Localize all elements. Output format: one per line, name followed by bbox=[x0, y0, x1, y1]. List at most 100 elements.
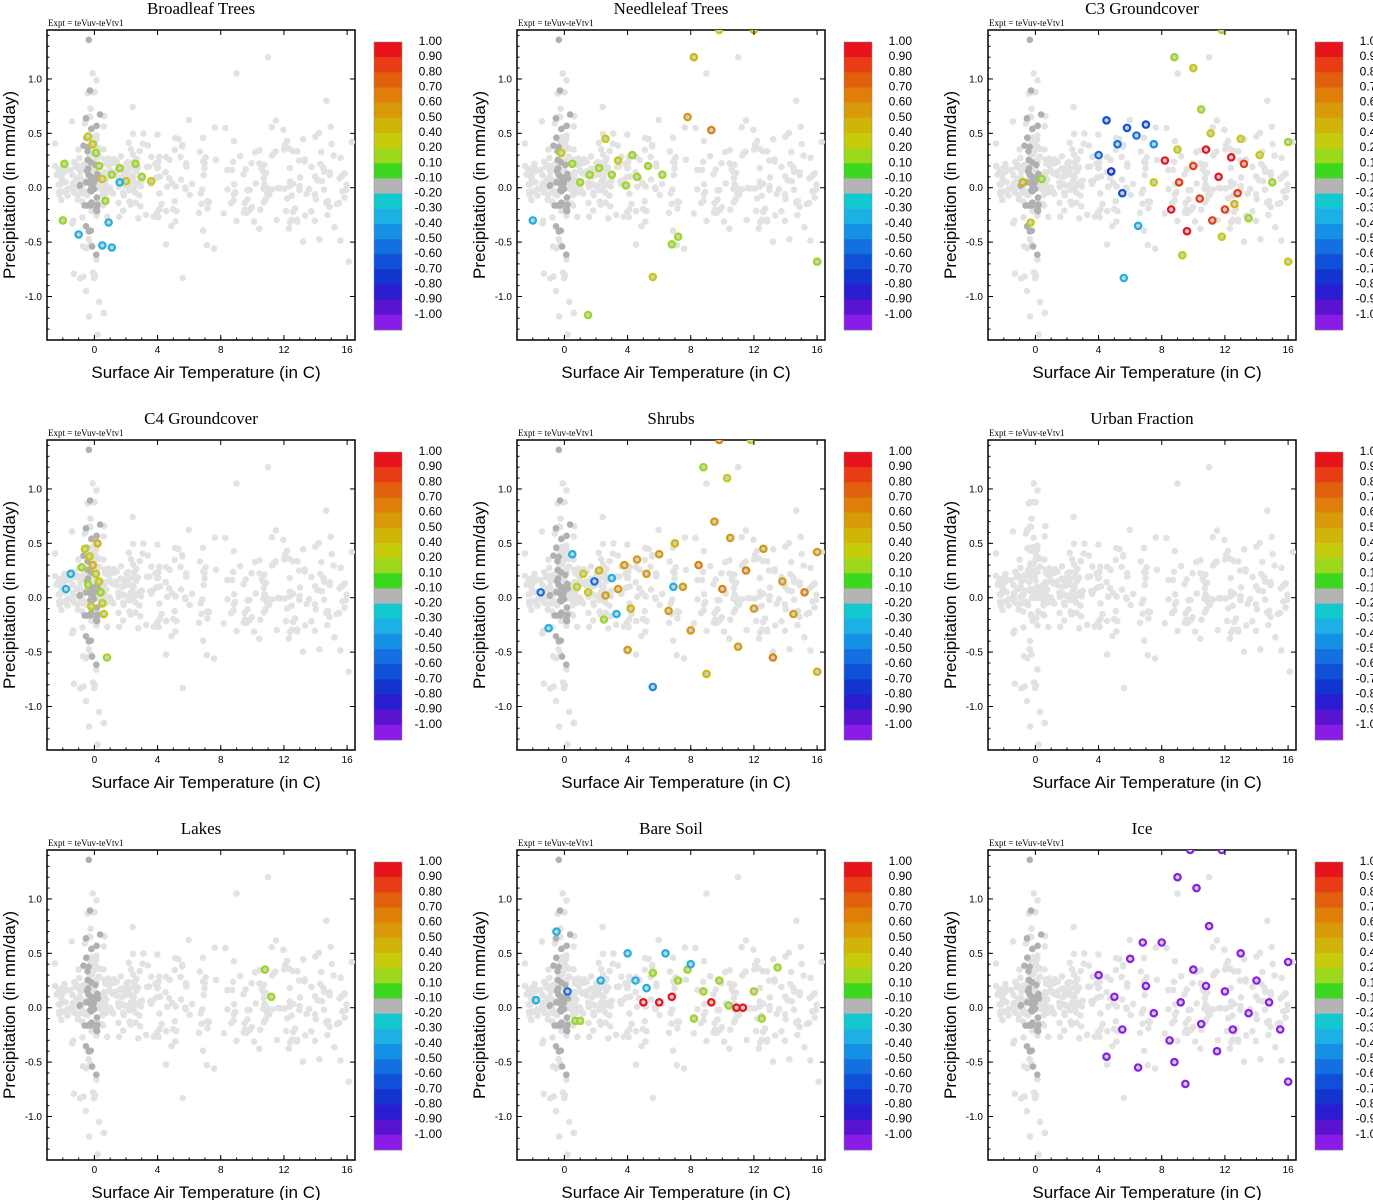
background-point bbox=[326, 581, 334, 589]
background-point bbox=[296, 174, 304, 181]
background-point bbox=[140, 540, 147, 547]
data-point bbox=[1208, 216, 1217, 225]
data-point bbox=[74, 230, 83, 239]
background-point bbox=[1204, 594, 1211, 601]
background-point bbox=[711, 199, 718, 207]
background-point bbox=[120, 601, 128, 609]
background-point bbox=[76, 1095, 84, 1102]
background-point bbox=[224, 986, 231, 994]
background-point bbox=[251, 968, 259, 976]
background-point bbox=[199, 134, 207, 142]
background-point bbox=[132, 189, 139, 196]
colorbar-label: 0.20 bbox=[889, 550, 913, 564]
background-point bbox=[590, 1011, 598, 1019]
colorbar-label: -0.80 bbox=[885, 277, 913, 291]
background-point bbox=[58, 576, 66, 584]
background-point bbox=[666, 558, 674, 565]
background-point bbox=[603, 565, 610, 573]
background-point bbox=[564, 1151, 571, 1158]
background-point bbox=[55, 188, 63, 196]
background-point bbox=[127, 966, 135, 973]
background-point bbox=[1124, 163, 1131, 170]
background-point bbox=[168, 1042, 175, 1050]
background-point bbox=[1078, 613, 1085, 620]
background-point bbox=[230, 181, 238, 188]
colorbar-swatch bbox=[844, 87, 872, 103]
sampled-point bbox=[83, 589, 90, 596]
background-point bbox=[264, 463, 272, 471]
colorbar-label: -0.70 bbox=[415, 1081, 443, 1095]
background-point bbox=[162, 168, 169, 176]
background-point bbox=[1286, 668, 1293, 675]
background-point bbox=[671, 165, 678, 172]
colorbar-swatch bbox=[1315, 497, 1343, 513]
background-point bbox=[1226, 225, 1234, 232]
colorbar-swatch bbox=[374, 892, 402, 908]
sampled-point bbox=[563, 942, 570, 950]
y-axis-label: Precipitation (in mm/day) bbox=[470, 91, 489, 279]
sampled-point bbox=[553, 544, 560, 551]
background-point bbox=[101, 1001, 109, 1009]
background-point bbox=[115, 1033, 123, 1041]
background-point bbox=[1070, 513, 1077, 521]
background-point bbox=[789, 574, 797, 581]
background-point bbox=[280, 946, 287, 954]
background-point bbox=[761, 1025, 769, 1032]
background-point bbox=[596, 581, 604, 588]
background-point bbox=[255, 225, 263, 232]
data-point bbox=[266, 992, 276, 1002]
background-point bbox=[142, 211, 150, 219]
background-point bbox=[732, 579, 740, 587]
background-point bbox=[680, 655, 688, 662]
colorbar-swatch bbox=[1315, 664, 1343, 680]
background-point bbox=[818, 958, 825, 966]
colorbar-swatch bbox=[1315, 527, 1343, 544]
background-point bbox=[1268, 123, 1275, 131]
background-point bbox=[1165, 596, 1172, 603]
data-point bbox=[1220, 205, 1230, 214]
background-point bbox=[540, 1090, 548, 1097]
background-point bbox=[320, 596, 328, 603]
background-point bbox=[312, 195, 320, 203]
background-point bbox=[752, 617, 760, 625]
background-point bbox=[299, 136, 307, 143]
background-point bbox=[1066, 139, 1074, 147]
data-point bbox=[648, 272, 658, 282]
colorbar-label: -1.00 bbox=[415, 717, 443, 731]
background-point bbox=[1284, 181, 1291, 188]
background-point bbox=[140, 130, 147, 137]
background-point bbox=[242, 986, 249, 993]
sampled-point bbox=[1026, 36, 1034, 44]
colorbar-swatch bbox=[374, 178, 402, 194]
colorbar-swatch bbox=[1315, 558, 1343, 574]
background-point bbox=[1074, 155, 1081, 163]
background-point bbox=[156, 206, 163, 213]
background-point bbox=[681, 124, 689, 131]
colorbar-frame bbox=[373, 41, 403, 331]
background-point bbox=[794, 211, 801, 219]
colorbar-swatch bbox=[1315, 208, 1343, 225]
background-point bbox=[790, 596, 798, 603]
background-point bbox=[655, 936, 662, 944]
data-point bbox=[667, 992, 677, 1002]
sampled-point bbox=[80, 552, 87, 559]
background-point bbox=[1193, 180, 1200, 187]
background-point bbox=[224, 576, 231, 584]
sampled-point bbox=[554, 967, 561, 975]
background-point bbox=[1112, 544, 1120, 552]
background-point bbox=[323, 507, 330, 514]
background-point bbox=[1072, 573, 1079, 580]
background-point bbox=[198, 1020, 205, 1028]
x-axis-label: Surface Air Temperature (in C) bbox=[91, 363, 320, 382]
background-point bbox=[202, 154, 209, 161]
background-point bbox=[1020, 214, 1027, 221]
background-point bbox=[545, 556, 552, 563]
background-point bbox=[120, 191, 128, 199]
background-point bbox=[563, 666, 570, 673]
background-point bbox=[1027, 612, 1035, 619]
colorbar-label: -0.50 bbox=[415, 231, 443, 245]
background-point bbox=[771, 622, 779, 629]
background-point bbox=[1074, 565, 1081, 573]
colorbar-swatch bbox=[844, 178, 872, 194]
sampled-point bbox=[557, 173, 564, 180]
